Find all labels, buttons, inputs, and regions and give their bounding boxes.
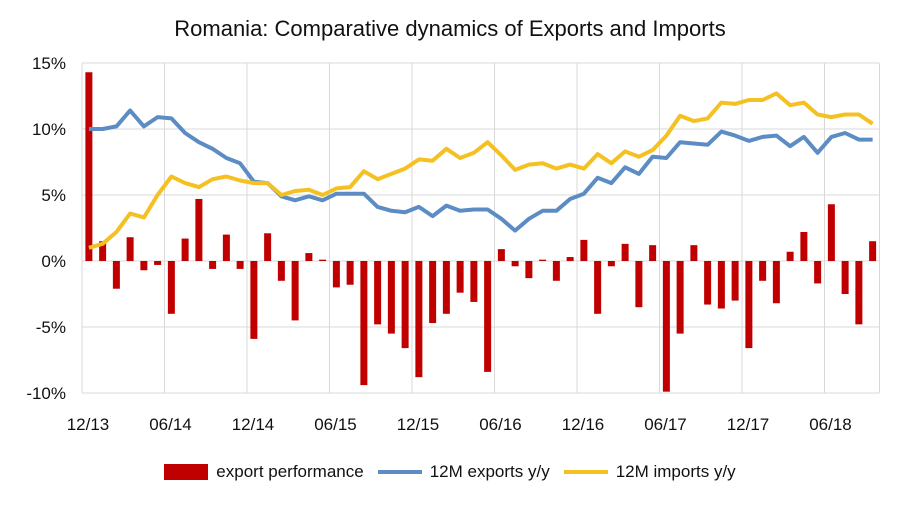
bar-export-performance bbox=[855, 261, 863, 325]
x-tick-label: 06/14 bbox=[149, 415, 192, 434]
y-tick-label: 5% bbox=[41, 186, 66, 205]
bar-export-performance bbox=[552, 261, 560, 281]
bar-export-performance bbox=[360, 261, 368, 386]
bar-export-performance bbox=[717, 261, 725, 309]
legend-label: 12M exports y/y bbox=[429, 462, 550, 481]
bar-export-performance bbox=[621, 243, 629, 261]
bar-export-performance bbox=[236, 261, 244, 269]
legend-swatch-line bbox=[563, 470, 608, 474]
bar-export-performance bbox=[222, 234, 230, 261]
bar-export-performance bbox=[497, 249, 505, 261]
bar-export-performance bbox=[607, 261, 615, 267]
legend-item-export-performance: export performance bbox=[164, 462, 364, 482]
bar-export-performance bbox=[291, 261, 299, 321]
legend-item-imports: 12M imports y/y bbox=[563, 462, 736, 482]
chart-title: Romania: Comparative dynamics of Exports… bbox=[174, 16, 726, 41]
bar-export-performance bbox=[649, 245, 657, 261]
bar-export-performance bbox=[704, 261, 712, 305]
bar-export-performance bbox=[772, 261, 780, 304]
bar-export-performance bbox=[332, 261, 340, 288]
bar-export-performance bbox=[731, 261, 739, 301]
legend-item-exports: 12M exports y/y bbox=[377, 462, 550, 482]
bar-export-performance bbox=[470, 261, 478, 302]
bar-export-performance bbox=[140, 261, 148, 271]
bar-export-performance bbox=[539, 259, 547, 261]
x-tick-label: 12/13 bbox=[67, 415, 110, 434]
x-tick-label: 06/18 bbox=[809, 415, 852, 434]
bar-export-performance bbox=[800, 231, 808, 261]
x-tick-label: 12/14 bbox=[232, 415, 275, 434]
line-imports bbox=[88, 91, 874, 250]
bar-export-performance bbox=[415, 261, 423, 378]
bar-export-performance bbox=[387, 261, 395, 334]
bar-export-performance bbox=[319, 259, 327, 261]
bar-export-performance bbox=[112, 261, 120, 289]
bar-export-performance bbox=[374, 261, 382, 325]
bar-export-performance bbox=[99, 241, 107, 261]
bar-export-performance bbox=[429, 261, 437, 324]
bar-export-performance bbox=[195, 198, 203, 261]
legend-label: export performance bbox=[216, 462, 364, 481]
legend-label: 12M imports y/y bbox=[615, 462, 736, 481]
y-tick-label: 15% bbox=[32, 54, 66, 73]
x-tick-label: 12/16 bbox=[562, 415, 605, 434]
bar-export-performance bbox=[277, 261, 285, 281]
y-tick-label: 0% bbox=[41, 252, 66, 271]
y-tick-label: -5% bbox=[36, 318, 66, 337]
x-tick-label: 06/15 bbox=[314, 415, 357, 434]
bar-export-performance bbox=[745, 261, 753, 349]
bar-export-performance bbox=[126, 237, 134, 261]
bar-export-performance bbox=[869, 241, 877, 261]
y-tick-label: -10% bbox=[26, 384, 66, 403]
bar-export-performance bbox=[580, 239, 588, 261]
bar-export-performance bbox=[250, 261, 258, 339]
bar-export-performance bbox=[662, 261, 670, 392]
legend-swatch-line bbox=[377, 470, 422, 474]
x-tick-label: 06/17 bbox=[644, 415, 687, 434]
bar-export-performance bbox=[456, 261, 464, 293]
bar-export-performance bbox=[690, 245, 698, 261]
bar-export-performance bbox=[442, 261, 450, 314]
bar-export-performance bbox=[346, 261, 354, 285]
bar-export-performance bbox=[594, 261, 602, 314]
x-tick-label: 06/16 bbox=[479, 415, 522, 434]
bar-export-performance bbox=[484, 261, 492, 372]
line-exports bbox=[88, 108, 873, 233]
bar-export-performance bbox=[759, 261, 767, 281]
bar-export-performance bbox=[676, 261, 684, 334]
bar-export-performance bbox=[85, 72, 93, 262]
legend-swatch-bar bbox=[164, 464, 209, 480]
bar-export-performance bbox=[401, 261, 409, 349]
bar-export-performance bbox=[167, 261, 175, 314]
bar-export-performance bbox=[154, 261, 162, 265]
x-tick-label: 12/17 bbox=[727, 415, 770, 434]
bar-export-performance bbox=[305, 253, 313, 261]
y-tick-label: 10% bbox=[32, 120, 66, 139]
bar-export-performance bbox=[181, 238, 189, 261]
x-tick-label: 12/15 bbox=[397, 415, 440, 434]
bar-export-performance bbox=[786, 251, 794, 261]
legend: export performance 12M exports y/y 12M i… bbox=[0, 462, 900, 482]
bar-export-performance bbox=[566, 257, 574, 261]
bar-export-performance bbox=[525, 261, 533, 279]
bar-export-performance bbox=[511, 261, 519, 267]
bar-export-performance bbox=[841, 261, 849, 294]
bar-export-performance bbox=[827, 204, 835, 261]
bar-export-performance bbox=[635, 261, 643, 308]
bar-export-performance bbox=[264, 233, 272, 261]
bar-export-performance bbox=[814, 261, 822, 284]
bar-export-performance bbox=[209, 261, 217, 269]
